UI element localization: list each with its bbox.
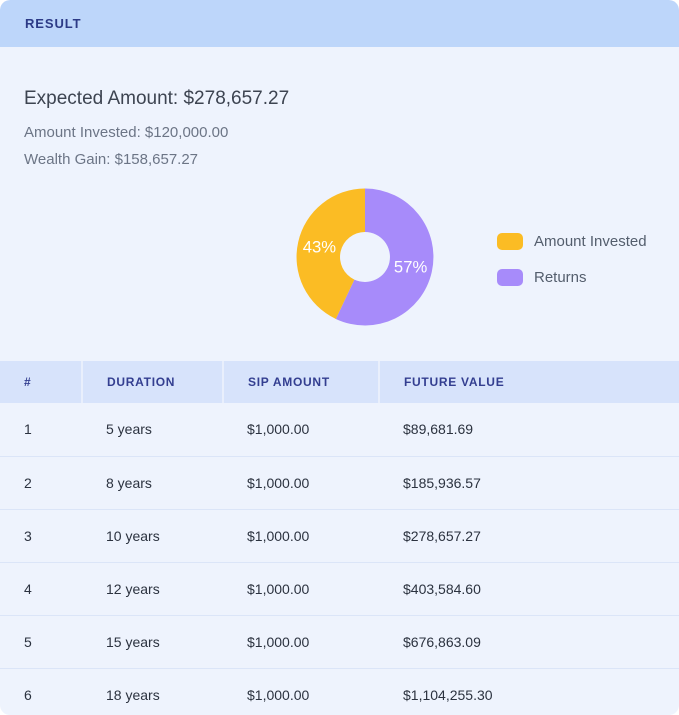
table-header-cell: DURATION xyxy=(81,361,223,403)
table-header-cell: FUTURE VALUE xyxy=(378,361,679,403)
donut-slice-returns xyxy=(335,188,434,326)
legend-label: Returns xyxy=(534,269,587,286)
expected-amount-heading: Expected Amount: $278,657.27 xyxy=(24,88,290,109)
table-row: 3 10 years $1,000.00 $278,657.27 xyxy=(0,508,679,562)
table-cell: 4 xyxy=(0,561,82,615)
table-cell: 5 years xyxy=(106,421,152,438)
chart-area: 57% 43% Amount Invested Returns xyxy=(0,178,679,361)
chart-legend: Amount Invested Returns xyxy=(497,233,647,305)
amount-invested-line: Amount Invested: $120,000.00 xyxy=(24,124,229,141)
table-row: 1 5 years $1,000.00 $89,681.69 xyxy=(0,403,679,456)
table-cell: $1,000.00 xyxy=(223,455,379,509)
table-cell: $1,104,255.30 xyxy=(379,667,679,715)
table-cell: $1,000.00 xyxy=(223,667,379,715)
table-row: 4 12 years $1,000.00 $403,584.60 xyxy=(0,561,679,615)
legend-label: Amount Invested xyxy=(534,233,647,250)
table-row: 5 15 years $1,000.00 $676,863.09 xyxy=(0,614,679,668)
legend-item-returns[interactable]: Returns xyxy=(497,269,647,286)
table-cell: 6 xyxy=(0,667,82,715)
table-cell: $89,681.69 xyxy=(403,421,474,438)
legend-swatch xyxy=(497,269,523,286)
table-cell: $1,000.00 xyxy=(223,561,379,615)
table-cell: 5 xyxy=(0,614,82,668)
table-cell: 1 xyxy=(24,421,32,438)
table-header-cell: SIP AMOUNT xyxy=(222,361,379,403)
table-cell: 18 years xyxy=(82,667,223,715)
table-cell: $185,936.57 xyxy=(379,455,679,509)
table-cell: $403,584.60 xyxy=(379,561,679,615)
table-row: 6 18 years $1,000.00 $1,104,255.30 xyxy=(0,667,679,715)
donut-chart: 57% 43% xyxy=(296,188,434,326)
result-banner: RESULT xyxy=(0,0,679,47)
table-cell: 2 xyxy=(0,455,82,509)
legend-swatch xyxy=(497,233,523,250)
table-cell: $278,657.27 xyxy=(379,508,679,562)
donut-slice-amount-invested xyxy=(296,188,365,319)
table-cell: 10 years xyxy=(82,508,223,562)
sip-table-head: # DURATION SIP AMOUNT FUTURE VALUE xyxy=(0,361,679,403)
table-cell: $676,863.09 xyxy=(379,614,679,668)
table-cell: 15 years xyxy=(82,614,223,668)
table-cell: $1,000.00 xyxy=(247,421,310,438)
table-cell: $1,000.00 xyxy=(223,614,379,668)
table-cell: 12 years xyxy=(82,561,223,615)
table-cell: 3 xyxy=(0,508,82,562)
table-header-cell: # xyxy=(24,375,32,389)
table-header-row: # DURATION SIP AMOUNT FUTURE VALUE xyxy=(0,361,679,403)
donut-slice-label: 43% xyxy=(303,237,337,256)
banner-title: RESULT xyxy=(25,16,82,31)
wealth-gain-line: Wealth Gain: $158,657.27 xyxy=(24,151,199,168)
legend-item-amount-invested[interactable]: Amount Invested xyxy=(497,233,647,250)
summary-section: Expected Amount: $278,657.27 Amount Inve… xyxy=(0,47,679,169)
table-cell: 8 years xyxy=(82,455,223,509)
table-cell: $1,000.00 xyxy=(223,508,379,562)
donut-slice-label: 57% xyxy=(394,258,428,277)
